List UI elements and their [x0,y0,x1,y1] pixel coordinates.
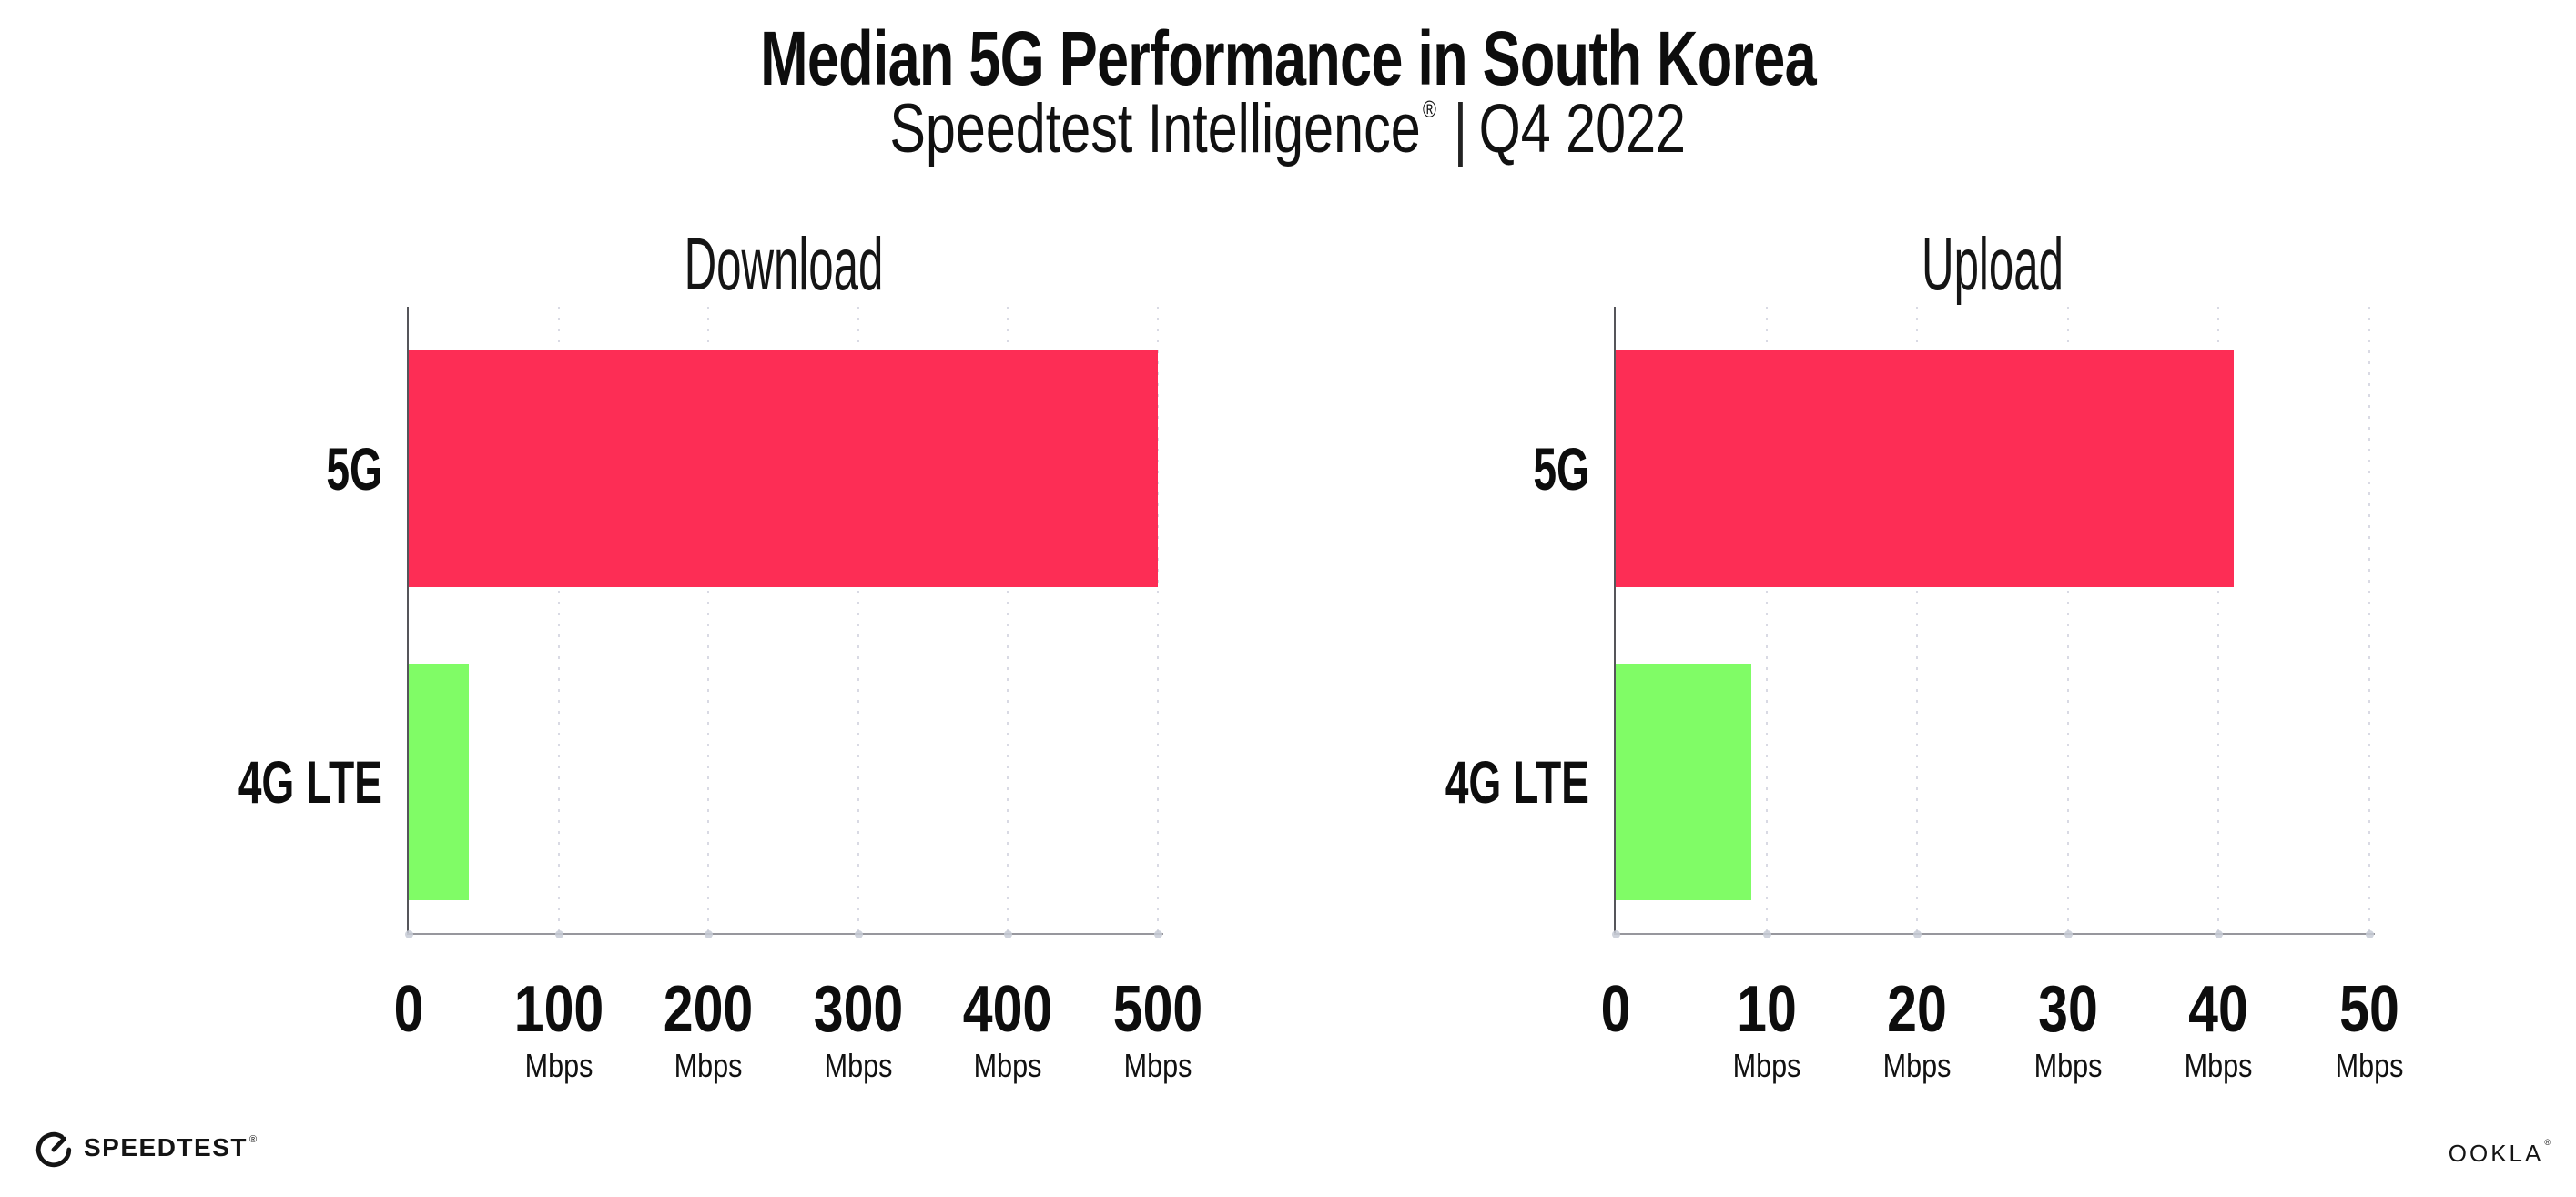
ookla-registered-mark-icon: ® [2544,1138,2551,1147]
tick-unit-100: Mbps [524,1047,593,1084]
axis-tick-dot-200 [705,930,714,938]
category-label-4g-lte: 4G LTE [238,748,382,816]
registered-trademark-icon: ® [1423,96,1437,123]
axis-tick-dot-50 [2366,930,2374,938]
page-title: Median 5G Performance in South Korea [760,15,1817,101]
bar-4g-lte-upload [1616,664,1752,900]
category-label-4g-lte: 4G LTE [1445,748,1589,816]
y-axis-download [407,307,409,935]
speedtest-registered-mark-icon: ® [248,1134,258,1145]
tick-unit-10: Mbps [1732,1047,1801,1084]
chart-title-download: Download [684,223,883,306]
tick-label-300: 300 [813,973,904,1046]
tick-unit-20: Mbps [1882,1047,1952,1084]
tick-label-40: 40 [2188,973,2249,1046]
y-axis-upload [1614,307,1616,935]
tick-label-100: 100 [513,973,603,1046]
gridline-30 [2066,307,2069,933]
speedtest-logo: SPEEDTEST ® [33,1127,257,1169]
gridline-10 [1765,307,1768,933]
tick-label-500: 500 [1112,973,1203,1046]
tick-label-400: 400 [963,973,1053,1046]
subtitle-separator: | [1454,90,1468,167]
category-label-5g: 5G [326,435,382,502]
tick-label-200: 200 [663,973,754,1046]
tick-unit-50: Mbps [2335,1047,2404,1084]
speedtest-gauge-icon [35,1131,72,1168]
axis-tick-dot-100 [554,930,563,938]
tick-label-0: 0 [393,973,424,1046]
tick-label-0: 0 [1600,973,1631,1046]
category-label-5g: 5G [1533,435,1589,502]
gridline-200 [707,307,710,933]
x-axis-upload [1614,933,2375,935]
gridline-300 [857,307,859,933]
speedtest-wordmark: SPEEDTEST [84,1133,248,1161]
bar-5g-download [409,350,1158,587]
axis-tick-dot-0 [405,930,413,938]
page-subtitle: Speedtest Intelligence® | Q4 2022 [0,89,2576,168]
tick-label-50: 50 [2339,973,2399,1046]
plot-area-upload [1616,307,2370,933]
axis-tick-dot-20 [1913,930,1922,938]
tick-label-30: 30 [2037,973,2098,1046]
axis-tick-dot-40 [2215,930,2224,938]
axis-tick-dot-10 [1762,930,1771,938]
gridline-20 [1916,307,1919,933]
axis-tick-dot-300 [854,930,863,938]
gridline-400 [1007,307,1009,933]
gridline-50 [2368,307,2370,933]
plot-area-download [409,307,1159,933]
tick-label-10: 10 [1736,973,1797,1046]
subtitle-brand: Speedtest Intelligence [889,90,1422,167]
ookla-wordmark: OOKLA [2448,1140,2544,1167]
tick-unit-500: Mbps [1123,1047,1192,1084]
bar-5g-upload [1616,350,2234,587]
tick-unit-200: Mbps [674,1047,743,1084]
gridline-40 [2217,307,2220,933]
chart-title-upload: Upload [1922,223,2064,306]
ookla-logo: OOKLA ® [2448,1138,2551,1168]
gridline-500 [1157,307,1159,933]
axis-tick-dot-500 [1154,930,1162,938]
axis-tick-dot-30 [2064,930,2073,938]
x-axis-download [407,933,1163,935]
tick-unit-400: Mbps [973,1047,1042,1084]
subtitle-period: Q4 2022 [1478,90,1687,167]
bar-4g-lte-download [409,664,469,900]
tick-unit-40: Mbps [2184,1047,2253,1084]
tick-unit-300: Mbps [824,1047,893,1084]
tick-label-20: 20 [1887,973,1948,1046]
axis-tick-dot-0 [1612,930,1620,938]
gridline-100 [557,307,560,933]
axis-tick-dot-400 [1004,930,1013,938]
tick-unit-30: Mbps [2033,1047,2103,1084]
